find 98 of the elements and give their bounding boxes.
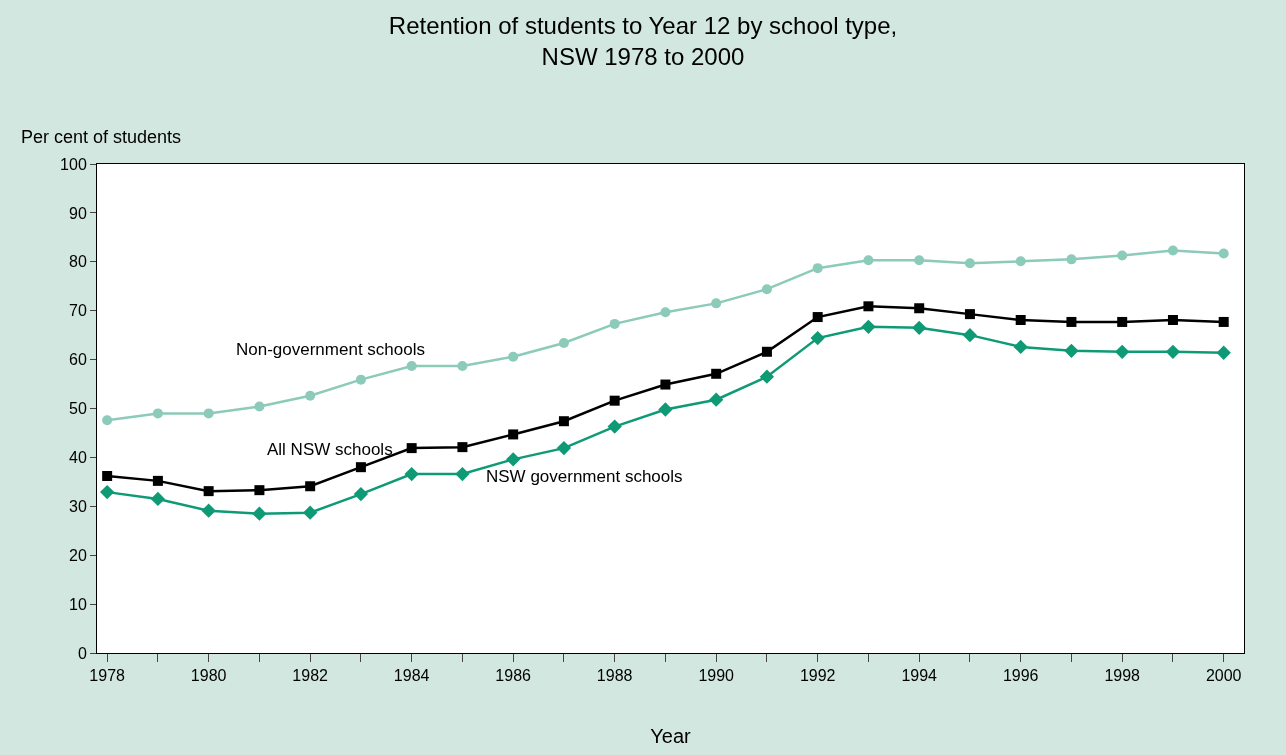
x-tick-label: 1988 (596, 667, 633, 685)
y-tick-label: 30 (69, 497, 87, 515)
point (1216, 345, 1231, 360)
point (406, 443, 417, 454)
point (305, 390, 316, 401)
point (912, 320, 927, 335)
point (355, 374, 366, 385)
point (252, 506, 267, 521)
point (254, 485, 265, 496)
point (203, 486, 214, 497)
point (152, 408, 163, 419)
x-tick-label: 1998 (1104, 667, 1141, 685)
x-tick-label: 1978 (89, 667, 126, 685)
point (861, 319, 876, 334)
point (1066, 316, 1077, 327)
point (508, 429, 519, 440)
point (1015, 314, 1026, 325)
point (353, 486, 369, 502)
point (660, 307, 671, 318)
point (1064, 343, 1079, 358)
x-tick-label: 1982 (292, 667, 329, 685)
x-tick-label: 1992 (799, 667, 836, 685)
point (962, 328, 978, 343)
series-label: NSW government schools (486, 467, 683, 486)
point (355, 462, 366, 473)
point (812, 312, 823, 323)
point (1117, 250, 1128, 261)
point (759, 369, 775, 384)
point (558, 416, 569, 427)
series-label: All NSW schools (267, 440, 393, 459)
point (660, 379, 671, 390)
point (1167, 245, 1178, 256)
point (711, 298, 722, 309)
point (609, 318, 620, 329)
point (203, 408, 214, 419)
point (556, 440, 572, 456)
point (607, 419, 622, 434)
point (761, 284, 772, 295)
point (455, 466, 470, 482)
point (457, 442, 468, 453)
x-tick-label: 1994 (901, 667, 938, 685)
point (254, 401, 265, 412)
point (150, 491, 166, 507)
point (1115, 344, 1130, 359)
x-tick-label: 1996 (1002, 667, 1039, 685)
point (558, 337, 569, 348)
point (506, 452, 521, 467)
series-label: Non-government schools (236, 340, 425, 359)
point (1167, 314, 1178, 325)
point (102, 415, 113, 426)
x-axis-title: Year (650, 724, 692, 747)
x-tick-label: 2000 (1205, 667, 1242, 685)
y-tick-label: 0 (77, 644, 87, 662)
point (404, 466, 419, 482)
point (102, 470, 113, 481)
y-axis-title: Per cent of students (21, 127, 182, 147)
y-tick-label: 20 (69, 546, 87, 564)
point (609, 395, 620, 406)
point (964, 309, 975, 320)
point (863, 255, 874, 266)
y-tick-label: 50 (69, 400, 87, 418)
point (1015, 256, 1026, 267)
point (1117, 316, 1128, 327)
point (1013, 339, 1028, 355)
point (1218, 316, 1229, 327)
point (711, 368, 722, 379)
point (100, 484, 115, 500)
x-tick-label: 1980 (190, 667, 227, 685)
point (658, 402, 673, 417)
point (964, 258, 975, 269)
point (406, 360, 417, 371)
y-tick-label: 80 (69, 253, 87, 271)
point (303, 505, 318, 520)
y-tick-label: 90 (69, 204, 87, 222)
x-tick-label: 1984 (393, 667, 430, 685)
point (914, 255, 925, 266)
y-tick-label: 60 (69, 351, 87, 369)
y-tick-label: 100 (60, 155, 87, 173)
point (761, 346, 772, 357)
point (1066, 254, 1077, 265)
point (508, 351, 519, 362)
y-tick-label: 40 (69, 449, 87, 466)
x-tick-label: 1986 (495, 667, 532, 685)
point (152, 475, 163, 486)
point (863, 301, 874, 312)
point (810, 330, 825, 346)
y-tick-label: 10 (69, 595, 87, 613)
point (709, 392, 724, 407)
x-tick-label: 1990 (698, 667, 735, 685)
chart-title: Retention of students to Year 12 by school type, NSW 1978 to 2000 (388, 11, 898, 71)
point (1165, 344, 1181, 359)
point (1218, 248, 1229, 259)
point (812, 263, 823, 274)
point (914, 303, 925, 314)
point (457, 360, 468, 371)
point (305, 481, 316, 492)
y-tick-label: 70 (69, 302, 87, 320)
point (201, 503, 216, 518)
